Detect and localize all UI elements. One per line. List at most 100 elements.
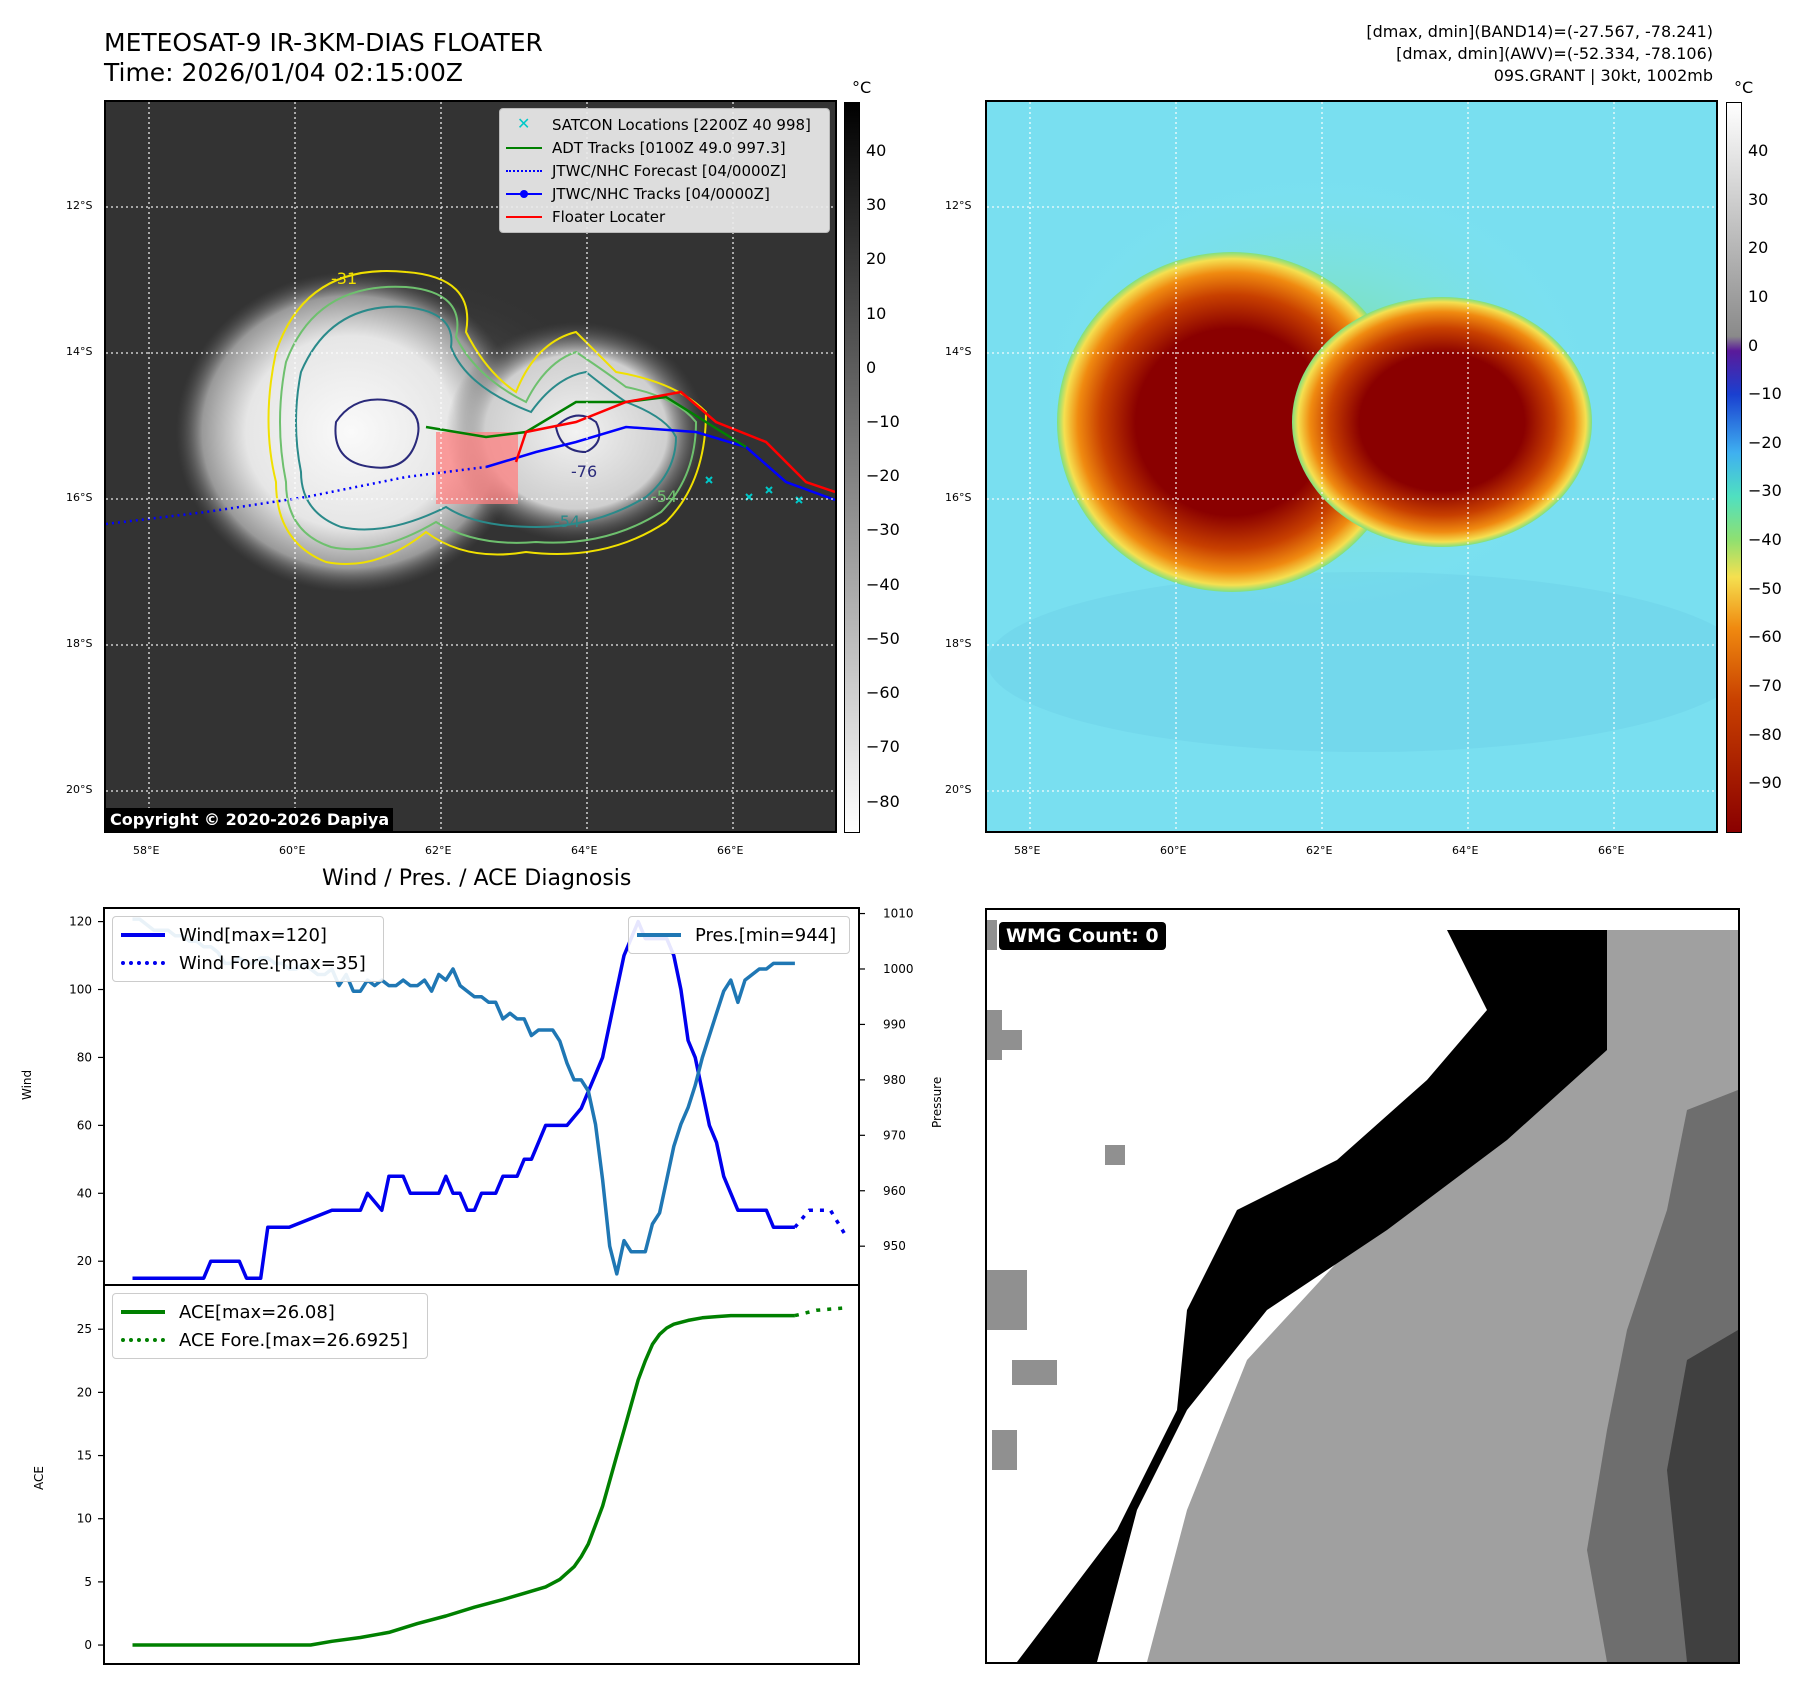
ace-tick-4: 5	[84, 1575, 92, 1589]
adt-track-line	[425, 395, 747, 449]
awv-range: [dmax, dmin](AWV)=(-52.334, -78.106)	[1396, 44, 1713, 63]
wind-tick-1: 100	[69, 983, 92, 997]
color-tick-12: −80	[1748, 724, 1782, 744]
wind-tick-5: 20	[77, 1254, 92, 1268]
lat-label-20s: 20°S	[66, 783, 93, 796]
series-line-ace-1	[794, 1306, 845, 1318]
map-legend: ✕ SATCON Locations [2200Z 40 998] ADT Tra…	[499, 108, 830, 233]
wmg-svg	[987, 920, 1738, 1662]
lat-label-18s-r: 18°S	[945, 637, 972, 650]
color-tick-3: 10	[1748, 286, 1769, 306]
color-colorbar-unit: °C	[1734, 78, 1754, 97]
ace-tick-0: 25	[77, 1322, 92, 1336]
gray-tick-5: −10	[866, 412, 900, 432]
legend-adt: ADT Tracks [0100Z 49.0 997.3]	[506, 136, 823, 159]
color-tick-4: 0	[1748, 335, 1759, 355]
gray-tick-1: 30	[866, 195, 887, 215]
gray-tick-0: 40	[866, 140, 887, 160]
contour-label-2: -54	[651, 487, 677, 506]
pressure-legend: Pres.[min=944]	[628, 916, 850, 954]
pressure-legend-item: Pres.[min=944]	[637, 921, 841, 949]
lon-label-66e-r: 66°E	[1598, 844, 1625, 857]
wmg-black-band	[1017, 930, 1607, 1662]
lat-label-16s-r: 16°S	[945, 491, 972, 504]
ace-fore-legend-item: ACE Fore.[max=26.6925]	[121, 1326, 419, 1354]
storm-info: 09S.GRANT | 30kt, 1002mb	[1493, 66, 1713, 85]
contour-label-1: -31	[331, 269, 357, 288]
contour-label-4: -76	[571, 462, 597, 481]
lon-label-62e: 62°E	[425, 844, 452, 857]
ace-tick-1: 20	[77, 1385, 92, 1399]
cool-band	[987, 572, 1716, 752]
lon-label-64e: 64°E	[571, 844, 598, 857]
ir-map-svg: -31 -54 -54 -76	[106, 102, 835, 831]
pres-tick-1: 1000	[883, 962, 914, 976]
wmg-count-badge: WMG Count: 0	[999, 922, 1166, 950]
wind-legend-item: Wind[max=120]	[121, 921, 375, 949]
legend-jtwc-forecast: JTWC/NHC Forecast [04/0000Z]	[506, 159, 823, 182]
wind-axis-label: Wind	[20, 1069, 34, 1100]
gray-tick-9: −50	[866, 628, 900, 648]
color-map-svg	[987, 102, 1716, 831]
wind-tick-0: 120	[69, 915, 92, 929]
ace-tick-5: 0	[84, 1638, 92, 1652]
wmg-gray-speckles	[987, 920, 1125, 1470]
cold-core-west	[1057, 252, 1407, 592]
lat-label-20s-r: 20°S	[945, 783, 972, 796]
jtwc-track-line	[485, 425, 835, 502]
wind-tick-4: 40	[77, 1186, 92, 1200]
chart-time: Time: 2026/01/04 02:15:00Z	[104, 58, 463, 87]
ace-axis-label: ACE	[32, 1466, 46, 1490]
contour-label-3: -54	[554, 512, 580, 531]
cold-core-east	[1292, 297, 1592, 547]
lon-label-60e: 60°E	[279, 844, 306, 857]
wind-legend: Wind[max=120] Wind Fore.[max=35]	[112, 916, 384, 982]
gray-tick-12: −80	[866, 791, 900, 811]
legend-satcon: ✕ SATCON Locations [2200Z 40 998]	[517, 113, 811, 134]
gray-colorbar-unit: °C	[852, 78, 872, 97]
legend-jtwc-tracks: JTWC/NHC Tracks [04/0000Z]	[506, 182, 823, 205]
pressure-axis-label: Pressure	[930, 1076, 944, 1128]
wmg-panel: WMG Count: 0	[985, 908, 1740, 1664]
color-tick-7: −30	[1748, 481, 1782, 501]
diagnosis-title: Wind / Pres. / ACE Diagnosis	[322, 866, 632, 891]
wind-tick-3: 60	[77, 1118, 92, 1132]
gray-tick-8: −40	[866, 574, 900, 594]
color-tick-13: −90	[1748, 773, 1782, 793]
color-map-panel	[985, 100, 1718, 833]
floater-locater-line	[514, 390, 835, 494]
copyright-badge: Copyright © 2020-2026 Dapiya	[106, 808, 394, 831]
color-tick-1: 30	[1748, 189, 1769, 209]
series-line-ace-0	[132, 1313, 795, 1647]
contour-green	[279, 285, 698, 551]
lat-label-14s: 14°S	[66, 345, 93, 358]
lon-label-60e-r: 60°E	[1160, 844, 1187, 857]
series-line-wind-1	[793, 1208, 847, 1236]
color-tick-5: −10	[1748, 384, 1782, 404]
lat-label-12s: 12°S	[66, 199, 93, 212]
color-tick-0: 40	[1748, 140, 1769, 160]
gray-tick-11: −70	[866, 737, 900, 757]
lon-label-66e: 66°E	[717, 844, 744, 857]
cloud-main	[176, 272, 526, 592]
wmg-darkest-region	[1667, 1330, 1738, 1662]
gray-tick-2: 20	[866, 249, 887, 269]
gridlines-color	[987, 102, 1716, 831]
gray-tick-3: 10	[866, 303, 887, 323]
color-tick-9: −50	[1748, 578, 1782, 598]
lon-label-64e-r: 64°E	[1452, 844, 1479, 857]
jtwc-forecast-line	[106, 465, 487, 526]
gray-tick-10: −60	[866, 683, 900, 703]
wind-tick-2: 80	[77, 1050, 92, 1064]
lon-label-58e-r: 58°E	[1014, 844, 1041, 857]
gray-tick-4: 0	[866, 357, 877, 377]
color-tick-2: 20	[1748, 238, 1769, 258]
band14-range: [dmax, dmin](BAND14)=(-27.567, -78.241)	[1366, 22, 1713, 41]
pres-tick-6: 950	[883, 1239, 906, 1253]
legend-floater: Floater Locater	[506, 205, 823, 228]
contour-teal	[295, 305, 678, 531]
color-tick-8: −40	[1748, 530, 1782, 550]
wmg-gray-region	[1147, 930, 1738, 1662]
pres-tick-2: 990	[883, 1017, 906, 1031]
lat-label-14s-r: 14°S	[945, 345, 972, 358]
